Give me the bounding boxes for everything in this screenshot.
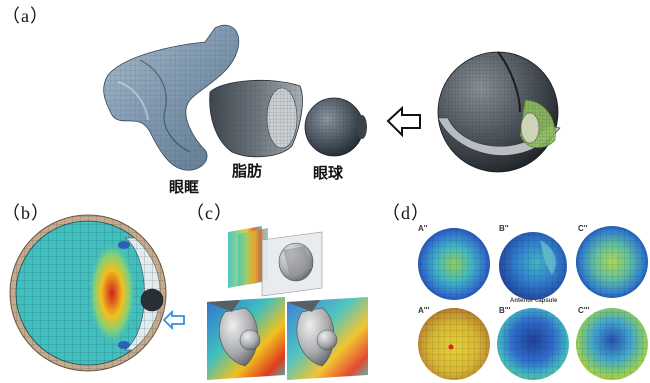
fem-bottom-right-section <box>287 297 368 380</box>
label-c2: C'' <box>578 224 588 233</box>
label-c3: C''' <box>578 306 590 315</box>
left-arrow-icon <box>386 105 421 138</box>
label-b3: B''' <box>499 306 511 315</box>
fem-top-block <box>228 226 323 297</box>
eyeball-shape <box>304 97 367 157</box>
fat-shape <box>209 79 303 158</box>
capsule-map-b2 <box>499 232 567 300</box>
label-a2: A'' <box>418 224 428 233</box>
caption-fat: 脂肪 <box>232 162 263 180</box>
label-b2: B'' <box>499 224 509 233</box>
left-arrow-blue-icon <box>162 309 185 331</box>
label-a3: A''' <box>418 306 430 315</box>
fem-bottom-left-section <box>207 297 285 380</box>
caption-eyeball: 眼球 <box>313 164 344 182</box>
panel-label-c: （c） <box>186 203 233 223</box>
panel-label-b: （b） <box>2 203 50 223</box>
capsule-map-b3 <box>497 308 569 380</box>
capsule-map-a2 <box>418 228 490 300</box>
capsule-map-c2 <box>576 226 648 298</box>
caption-orbit: 眼眶 <box>169 178 200 196</box>
capsule-map-a3 <box>418 308 490 380</box>
cutaway-sphere <box>437 51 561 173</box>
anterior-capsule-caption: Anterior capsule <box>510 298 558 304</box>
capsule-map-c3 <box>576 308 648 380</box>
orbit-shape <box>103 24 240 171</box>
panel-label-a: （a） <box>2 6 49 26</box>
panel-label-d: （d） <box>382 203 430 223</box>
